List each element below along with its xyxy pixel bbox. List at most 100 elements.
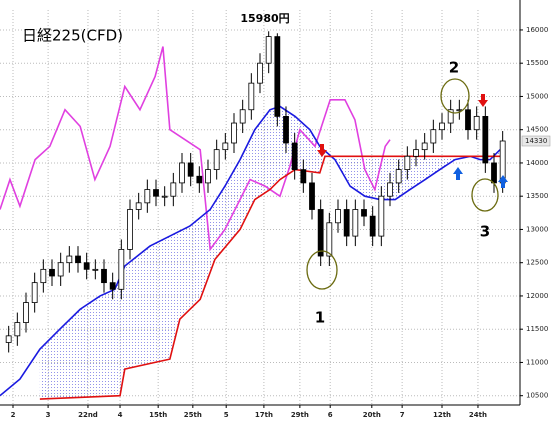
cloud bbox=[39, 106, 500, 400]
candle-body bbox=[465, 109, 471, 131]
x-tick-label: 5 bbox=[224, 411, 229, 419]
candle-body bbox=[309, 182, 315, 210]
x-tick-label: 20th bbox=[363, 411, 381, 419]
y-tick-label: 15500 bbox=[526, 59, 548, 67]
x-tick-label: 15th bbox=[149, 411, 167, 419]
last-price-label: 14330 bbox=[525, 137, 547, 145]
candle-body bbox=[109, 282, 116, 290]
candle-body bbox=[404, 155, 411, 170]
annotation-shapes bbox=[306, 78, 499, 290]
blue-arrow bbox=[453, 167, 463, 180]
y-tick-label: 12000 bbox=[526, 292, 548, 300]
candle-body bbox=[413, 149, 419, 157]
candle-body bbox=[14, 322, 21, 337]
candle-body bbox=[92, 268, 99, 271]
x-tick-label: 17th bbox=[255, 411, 273, 419]
candle-body bbox=[265, 36, 272, 64]
x-tick-label: 29th bbox=[291, 411, 309, 419]
x-tick-label: 6 bbox=[328, 411, 333, 419]
x-tick-label: 4 bbox=[118, 411, 123, 419]
candle-body bbox=[118, 248, 125, 290]
candle-body bbox=[161, 195, 168, 198]
candle-body bbox=[179, 162, 185, 184]
candle-body bbox=[170, 182, 177, 197]
candle-body bbox=[75, 255, 81, 264]
red-arrow bbox=[317, 144, 327, 157]
candle-body bbox=[343, 209, 350, 237]
candle-body bbox=[57, 262, 64, 277]
label-1: 1 bbox=[315, 309, 325, 327]
y-tick-label: 12500 bbox=[526, 259, 548, 267]
candle-body bbox=[387, 182, 393, 197]
candle-body bbox=[101, 268, 107, 284]
candle-body bbox=[222, 142, 229, 151]
y-tick-label: 11000 bbox=[526, 358, 548, 366]
y-tick-label: 11500 bbox=[526, 325, 548, 333]
candle-body bbox=[31, 282, 38, 303]
y-tick-label: 14000 bbox=[526, 159, 548, 167]
x-tick-label: 24th bbox=[469, 411, 487, 419]
candle-body bbox=[66, 255, 73, 264]
candle-body bbox=[40, 268, 47, 284]
x-tick-label: 3 bbox=[46, 411, 51, 419]
circle-3 bbox=[471, 178, 499, 212]
chart-title: 日経225(CFD) bbox=[22, 27, 123, 45]
high-annotation: 15980円 bbox=[240, 12, 289, 25]
y-tick-label: 10500 bbox=[526, 392, 548, 400]
candle-body bbox=[153, 189, 159, 197]
candle-body bbox=[473, 115, 480, 131]
candle-body bbox=[439, 122, 445, 131]
y-tick-label: 15000 bbox=[526, 92, 548, 100]
x-tick-label: 25th bbox=[184, 411, 202, 419]
candle-body bbox=[361, 209, 367, 217]
candle-body bbox=[135, 202, 142, 210]
candle-body bbox=[5, 335, 12, 343]
candle-body bbox=[283, 115, 289, 144]
candle-body bbox=[300, 169, 307, 184]
label-3: 3 bbox=[480, 223, 490, 241]
candle-body bbox=[369, 215, 376, 237]
candle-body bbox=[23, 302, 29, 323]
candle-body bbox=[213, 149, 220, 170]
candle-body bbox=[291, 142, 298, 170]
x-tick-label: 2 bbox=[11, 411, 16, 419]
candle-body bbox=[482, 115, 489, 164]
y-tick-label: 16000 bbox=[526, 26, 548, 34]
x-tick-label: 22nd bbox=[78, 411, 98, 419]
candle-body bbox=[144, 189, 151, 204]
candle-body bbox=[421, 142, 428, 151]
candle-body bbox=[257, 62, 263, 84]
candle-body bbox=[49, 268, 55, 277]
candle-body bbox=[205, 169, 211, 184]
red-arrow bbox=[478, 94, 488, 107]
arrows bbox=[317, 94, 508, 188]
x-tick-label: 7 bbox=[400, 411, 405, 419]
candle-body bbox=[456, 109, 463, 112]
y-tick-label: 13500 bbox=[526, 192, 548, 200]
candle-body bbox=[187, 162, 194, 177]
cloud-fill bbox=[39, 106, 500, 400]
label-2: 2 bbox=[449, 59, 459, 77]
overlay-line bbox=[39, 155, 501, 400]
candle-body bbox=[239, 109, 246, 124]
candle-body bbox=[395, 169, 402, 184]
candle-body bbox=[274, 36, 281, 117]
blue-arrow bbox=[498, 175, 508, 188]
candle-body bbox=[335, 209, 341, 224]
last-price-box bbox=[521, 135, 551, 147]
overlay-line bbox=[0, 46, 391, 252]
candle-body bbox=[447, 109, 454, 124]
candle-body bbox=[248, 82, 255, 111]
y-tick-label: 14500 bbox=[526, 126, 548, 134]
candle-body bbox=[378, 195, 385, 237]
x-tick-label: 12th bbox=[433, 411, 451, 419]
candle-body bbox=[326, 222, 333, 257]
candle-body bbox=[491, 162, 497, 184]
circle-2 bbox=[440, 78, 470, 114]
y-tick-label: 13000 bbox=[526, 225, 548, 233]
circle-1 bbox=[306, 250, 338, 290]
candle-body bbox=[317, 209, 324, 257]
